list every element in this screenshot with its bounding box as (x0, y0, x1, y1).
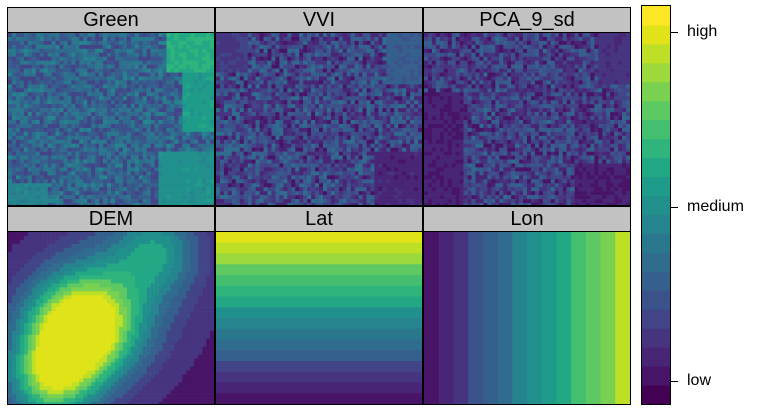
color-key-ramp (642, 6, 670, 404)
raster-pca (423, 32, 631, 206)
panel-title-pca: PCA_9_sd (423, 7, 631, 33)
raster-lat-image (216, 232, 422, 404)
color-key-tick-medium (671, 207, 678, 208)
color-key-tick-low (671, 381, 678, 382)
raster-dem (7, 231, 215, 405)
color-key (641, 5, 671, 405)
panel-title-green: Green (7, 7, 215, 33)
raster-vvi (215, 32, 423, 206)
raster-green-image (8, 33, 214, 205)
raster-dem-image (8, 232, 214, 404)
raster-lon (423, 231, 631, 405)
panel-title-vvi: VVI (215, 7, 423, 33)
raster-green (7, 32, 215, 206)
panel-title-dem: DEM (7, 206, 215, 232)
panel-title-lon: Lon (423, 206, 631, 232)
raster-panel-grid: Green VVI PCA_9_sd DEM Lat Lon (7, 7, 631, 405)
raster-pca-image (424, 33, 630, 205)
color-key-label-medium: medium (687, 198, 744, 215)
panel-title-lat: Lat (215, 206, 423, 232)
raster-lat (215, 231, 423, 405)
color-key-label-low: low (687, 372, 712, 389)
raster-lon-image (424, 232, 630, 404)
color-key-label-high: high (687, 23, 718, 40)
color-key-tick-high (671, 32, 678, 33)
raster-vvi-image (216, 33, 422, 205)
